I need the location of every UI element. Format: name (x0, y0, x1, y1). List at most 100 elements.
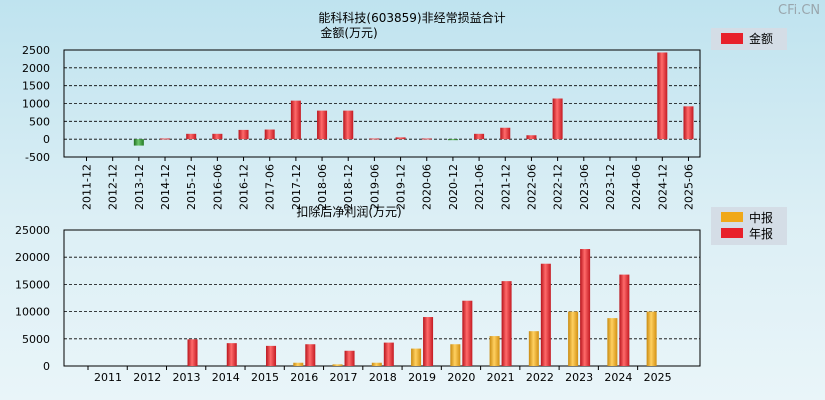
chart2-bar-interim (568, 311, 579, 366)
chart2-bar-annual (540, 263, 551, 366)
chart2-x-tick-label: 2017 (330, 371, 358, 384)
chart2-y-tick-label: 0 (43, 360, 50, 373)
chart2-legend-swatch-annual (721, 228, 743, 238)
chart2-y-axis: 0 5000 10000 15000 20000 25000 (15, 224, 50, 373)
chart1-bar (526, 135, 537, 140)
chart2-bar-interim (489, 336, 500, 366)
chart1-bar (552, 98, 563, 140)
chart-net-profit: 扣除后净利润(万元) 0 5000 10000 15000 20000 25000 201… (15, 204, 787, 384)
chart2-bar-interim (371, 362, 382, 366)
chart1-x-tick-label: 2021-06 (473, 164, 486, 210)
chart2-bar-interim (332, 364, 343, 366)
chart1-legend-swatch (721, 33, 743, 44)
chart1-y-tick-label: 0 (43, 133, 50, 146)
chart2-x-tick-label: 2022 (526, 371, 554, 384)
chart1-bar (290, 100, 301, 140)
chart1-x-tick-label: 2012-12 (107, 164, 120, 210)
chart2-x-tick-label: 2024 (604, 371, 632, 384)
chart2-bar-annual (462, 300, 473, 366)
chart2-bar-interim (450, 344, 461, 366)
chart1-bar (657, 52, 668, 140)
chart1-y-axis: -500 0 500 1000 1500 2000 2500 (22, 44, 50, 164)
chart1-x-tick-label: 2016-12 (238, 164, 251, 210)
chart1-bar (238, 129, 249, 140)
chart2-x-tick-label: 2020 (447, 371, 475, 384)
chart2-bar-annual (580, 249, 591, 366)
chart2-bar-annual (423, 317, 434, 366)
chart1-x-tick-label: 2018-12 (342, 164, 355, 210)
chart1-bar (447, 139, 458, 141)
chart1-bar (264, 129, 275, 140)
chart1-x-tick-label: 2013-12 (133, 164, 146, 210)
chart2-y-tick-label: 5000 (22, 333, 50, 346)
chart2-bars (187, 249, 657, 366)
chart1-x-tick-label: 2024-12 (656, 164, 669, 210)
chart1-bar (343, 110, 354, 140)
chart1-y-tick-label: -500 (25, 151, 50, 164)
chart2-x-tick-label: 2018 (369, 371, 397, 384)
chart1-x-tick-label: 2011-12 (81, 164, 94, 210)
chart1-subtitle: 金额(万元) (320, 25, 377, 40)
chart1-x-tick-label: 2022-12 (552, 164, 565, 210)
chart1-x-tick-label: 2024-06 (630, 164, 643, 210)
chart2-bar-annual (344, 350, 355, 366)
chart2-bar-interim (293, 362, 304, 366)
chart2-bar-interim (607, 318, 618, 366)
chart1-x-tick-label: 2022-06 (525, 164, 538, 210)
chart2-legend-label-interim: 中报 (749, 210, 773, 225)
chart1-bar (421, 138, 432, 140)
chart2-x-tick-label: 2016 (290, 371, 318, 384)
chart1-bar (212, 133, 223, 140)
chart1-x-tick-label: 2014-12 (159, 164, 172, 210)
chart2-y-tick-label: 25000 (15, 224, 50, 237)
chart1-legend: 金额 (711, 28, 787, 50)
chart1-bar (133, 139, 144, 146)
chart1-x-axis: 2011-12 2012-12 2013-12 2014-12 2015-12 2016-… (81, 157, 695, 210)
chart2-legend-swatch-interim (721, 212, 743, 222)
chart2-x-axis: 2011 2012 2013 2014 2015 2016 2017 2018 2019 2020… (87, 366, 672, 384)
chart1-x-tick-label: 2020-06 (421, 164, 434, 210)
watermark: CFi.CN (778, 3, 820, 18)
chart1-legend-label: 金额 (749, 31, 773, 46)
chart2-bar-interim (528, 331, 539, 366)
chart2-legend: 中报 年报 (711, 207, 787, 245)
chart1-y-tick-label: 1500 (22, 80, 50, 93)
chart2-title: 扣除后净利润(万元) (296, 204, 401, 219)
chart-nonrecurring: 能科科技(603859)非经常损益合计 金额(万元) -500 0 500 1000 1… (22, 10, 787, 210)
chart1-bar (186, 133, 197, 140)
chart1-y-tick-label: 2500 (22, 44, 50, 57)
chart2-legend-label-annual: 年报 (749, 226, 773, 241)
chart2-bar-annual (383, 342, 394, 366)
chart1-x-tick-label: 2020-12 (447, 164, 460, 210)
chart2-grid (63, 229, 701, 367)
chart1-x-tick-label: 2023-12 (604, 164, 617, 210)
chart2-bar-annual (266, 345, 277, 366)
chart1-x-tick-label: 2019-06 (368, 164, 381, 210)
chart2-y-tick-label: 15000 (15, 278, 50, 291)
chart1-bar (317, 110, 328, 140)
chart2-x-tick-label: 2011 (94, 371, 122, 384)
chart1-x-tick-label: 2018-06 (316, 164, 329, 210)
chart1-title: 能科科技(603859)非经常损益合计 (318, 10, 505, 25)
chart2-bar-annual (619, 274, 630, 366)
chart2-bar-interim (411, 348, 422, 366)
chart1-bar (160, 138, 171, 140)
chart2-x-tick-label: 2021 (487, 371, 515, 384)
chart1-y-tick-label: 1000 (22, 98, 50, 111)
chart2-y-tick-label: 10000 (15, 306, 50, 319)
chart2-x-tick-label: 2019 (408, 371, 436, 384)
chart1-x-tick-label: 2025-06 (682, 164, 695, 210)
chart1-bar (474, 133, 485, 140)
chart2-plot-frame (63, 229, 701, 367)
chart1-grid (63, 49, 701, 158)
chart2-x-tick-label: 2023 (565, 371, 593, 384)
chart1-x-tick-label: 2017-06 (264, 164, 277, 210)
chart2-bar-annual (187, 339, 198, 366)
chart2-bar-interim (646, 311, 657, 366)
chart2-y-tick-label: 20000 (15, 251, 50, 264)
chart1-bar (683, 106, 694, 140)
chart1-x-tick-label: 2016-06 (211, 164, 224, 210)
chart2-x-tick-label: 2015 (251, 371, 279, 384)
chart1-bars (133, 52, 694, 146)
